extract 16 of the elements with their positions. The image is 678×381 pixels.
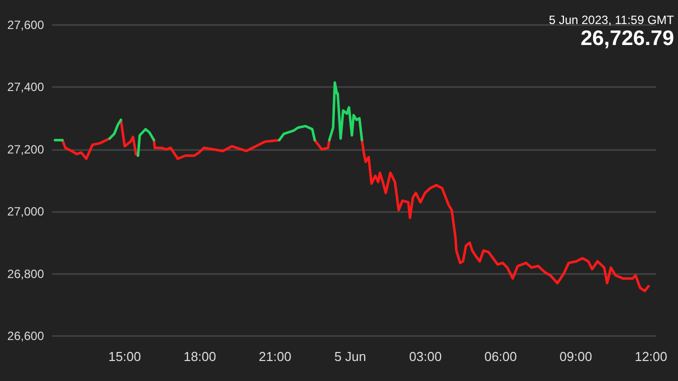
y-tick-label: 27,600 [7, 18, 44, 32]
y-tick-label: 27,000 [7, 204, 44, 219]
annotation: 5 Jun 2023, 11:59 GMT [548, 13, 675, 27]
x-tick-label: 15:00 [108, 349, 141, 364]
x-tick-label: 12:00 [634, 349, 668, 364]
x-tick-label: 5 Jun [334, 349, 366, 364]
y-tick-label: 26,600 [7, 329, 44, 343]
x-tick-label: 06:00 [484, 349, 517, 364]
x-tick-label: 21:00 [258, 349, 292, 364]
y-tick-label: 27,400 [7, 80, 44, 94]
x-tick-label: 03:00 [409, 349, 442, 364]
y-tick-label: 27,200 [7, 142, 44, 156]
annotation: 26,726.79 [580, 27, 674, 50]
x-tick-label: 18:00 [184, 349, 216, 364]
x-tick-label: 09:00 [560, 349, 592, 364]
y-tick-label: 26,800 [7, 266, 44, 281]
